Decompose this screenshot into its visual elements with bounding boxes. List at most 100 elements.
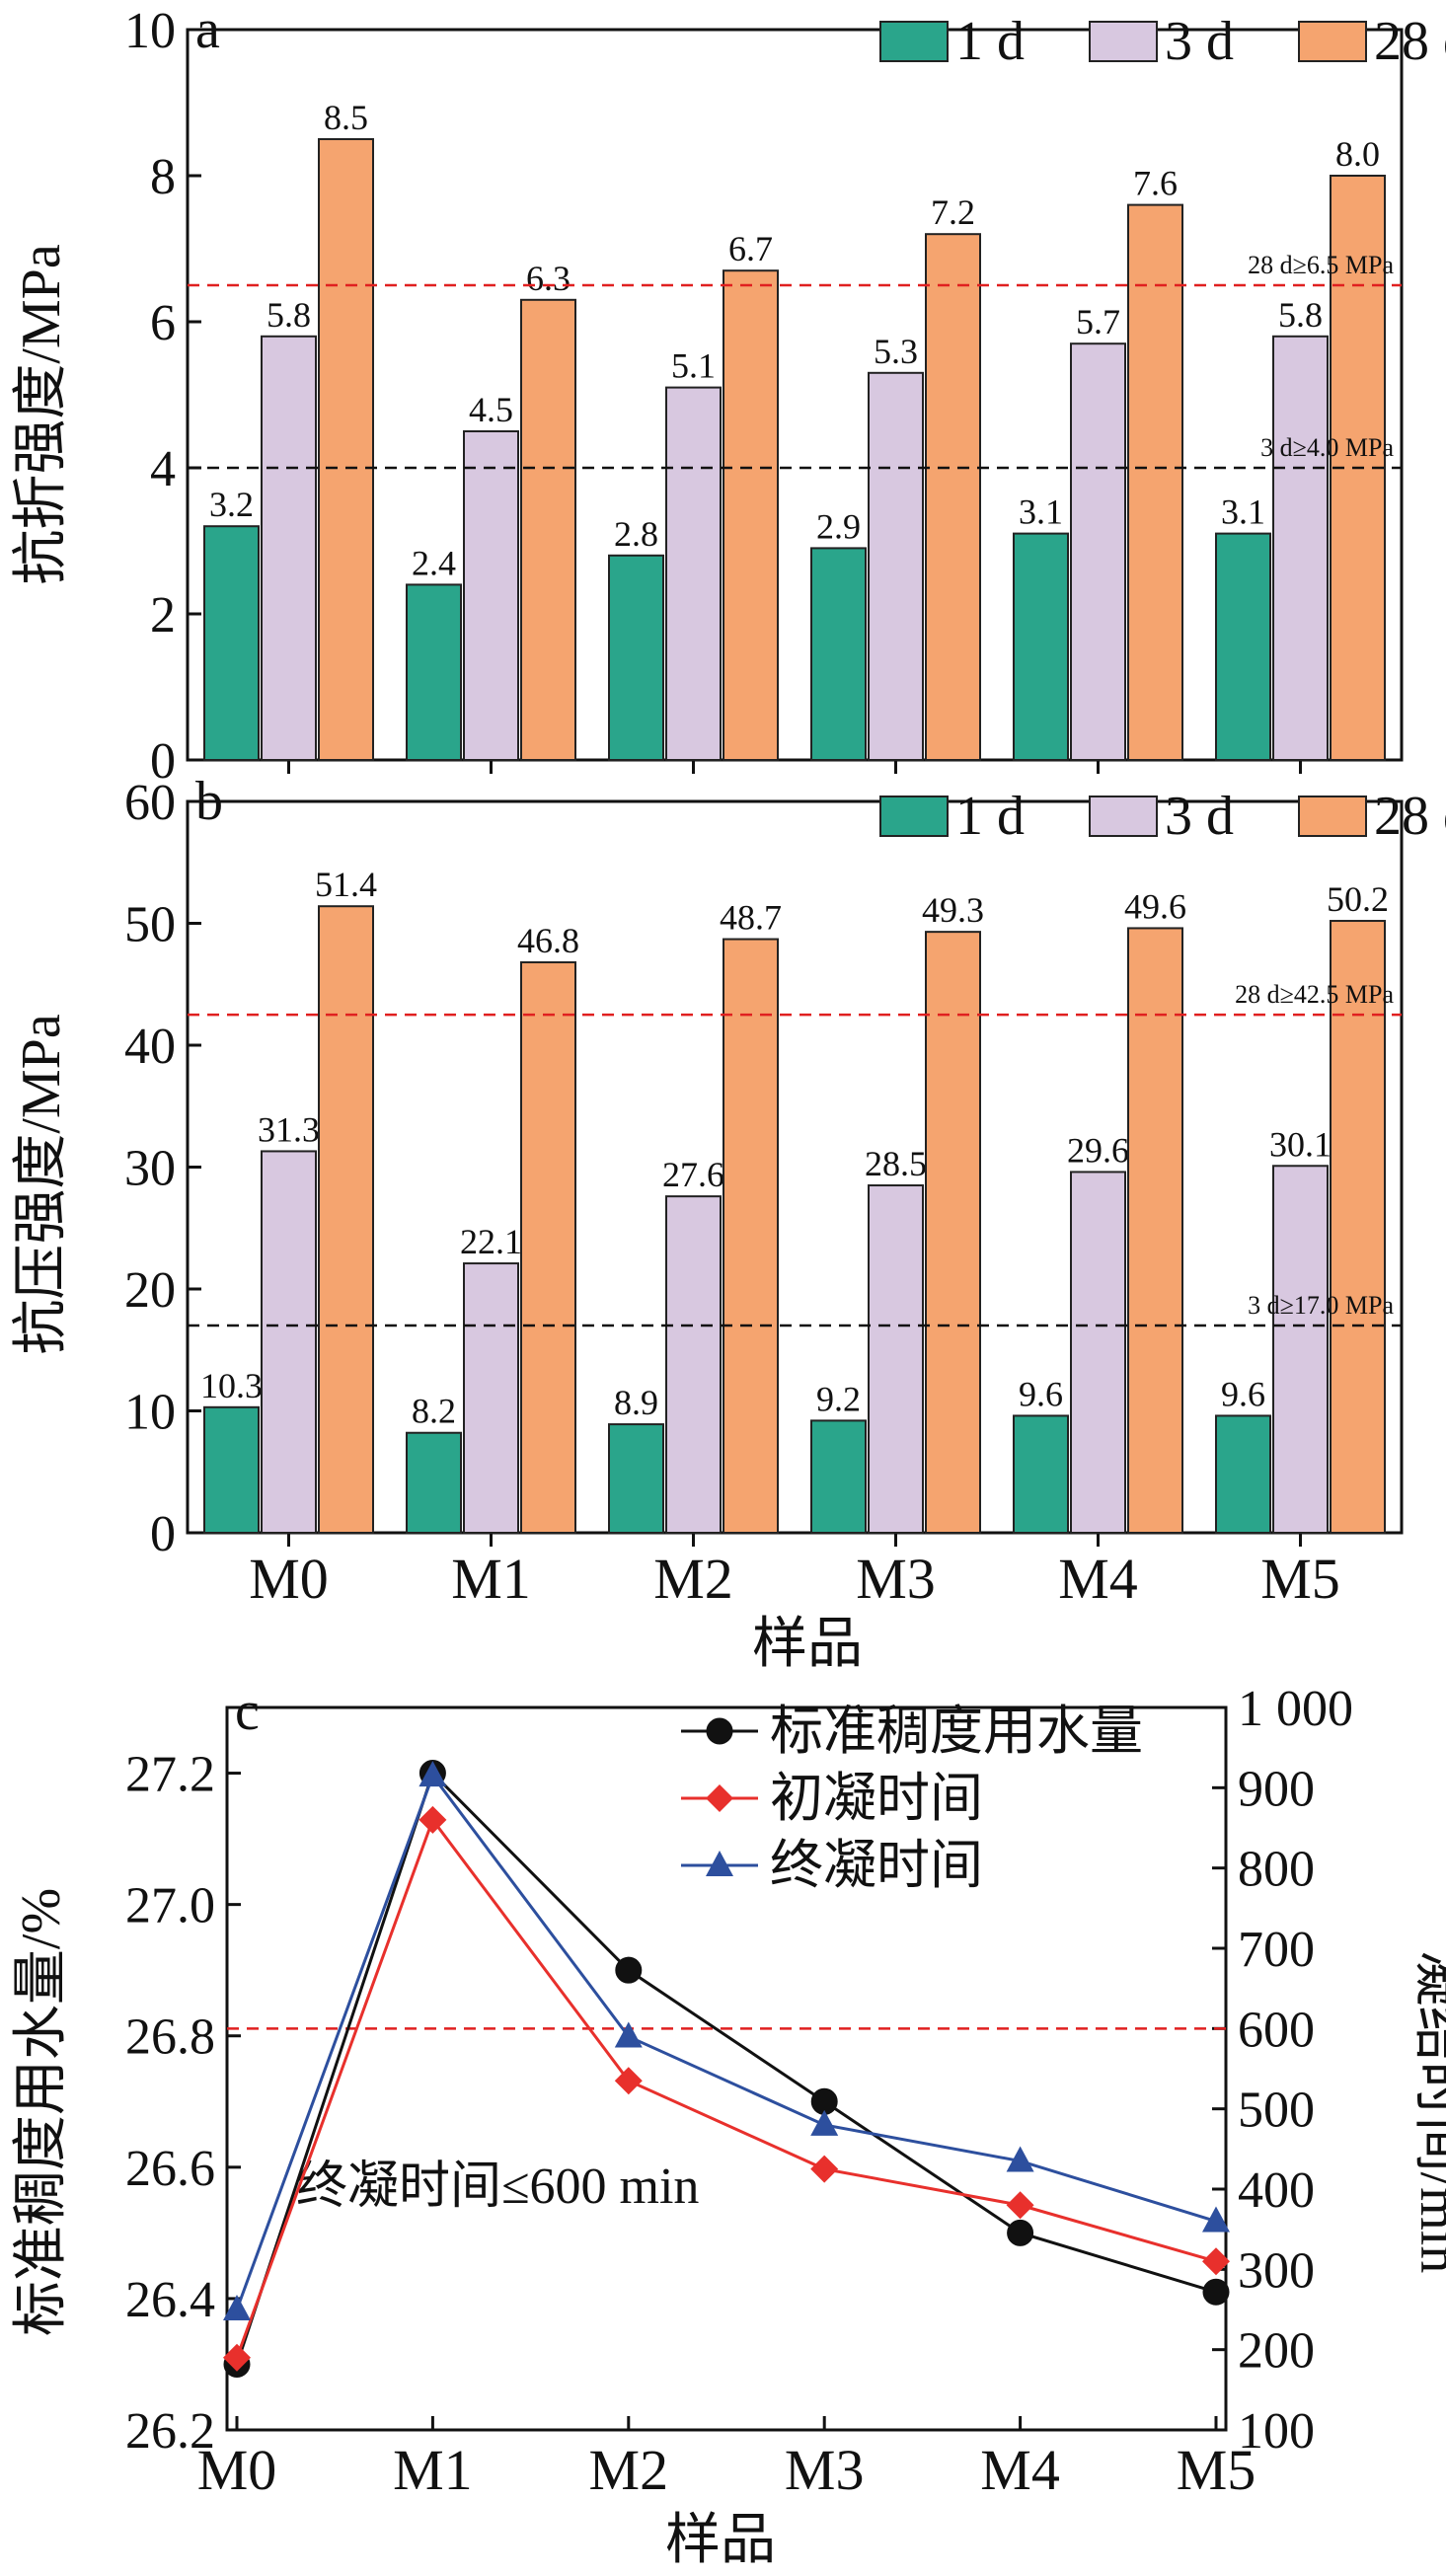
bar-28d-m5 [1330, 920, 1386, 1534]
bar-28d-m1 [520, 298, 576, 761]
point-diamond-m1 [419, 1805, 447, 1834]
panel-b: b 抗压强度/MPa 样品 0102030405060M010.331.351.… [11, 771, 1446, 1675]
x-tick-label-m2: M2 [653, 1547, 733, 1611]
data-label: 51.4 [315, 865, 377, 904]
y-tick-label-left: 26.4 [125, 2272, 215, 2328]
point-triangle-m4 [1006, 2146, 1034, 2172]
data-label: 2.4 [412, 543, 456, 582]
data-label: 3.1 [1019, 492, 1063, 532]
bar-3d-m4 [1070, 1171, 1126, 1534]
bar-28d-m1 [520, 961, 576, 1534]
x-tick-label-m3: M3 [785, 2438, 865, 2502]
bar-3d-m0 [261, 335, 317, 761]
point-diamond-m2 [614, 2067, 643, 2095]
y-tick-label: 8 [150, 149, 176, 205]
data-label: 29.6 [1067, 1130, 1129, 1170]
data-label: 5.8 [266, 295, 311, 335]
y-tick-label-left: 26.6 [125, 2141, 215, 2197]
legend-swatch-1d [879, 21, 949, 62]
data-label: 9.2 [816, 1379, 861, 1418]
x-tick-label-m3: M3 [856, 1547, 936, 1611]
point-diamond-m5 [1202, 2247, 1230, 2276]
legend-label-3d: 3 d [1165, 11, 1234, 72]
legend-label-28d: 28 d [1374, 786, 1446, 847]
panel-c-ylabel-left: 标准稠度用水量/% [11, 1888, 72, 2336]
data-label: 5.1 [671, 346, 716, 386]
y-tick-label-right: 600 [1238, 2002, 1315, 2058]
legend-label-1d: 1 d [955, 11, 1025, 72]
point-circle-m5 [1202, 2278, 1230, 2306]
y-tick-label-right: 800 [1238, 1842, 1315, 1898]
data-label: 9.6 [1221, 1374, 1265, 1413]
legend-label-triangle: 终凝时间 [770, 1836, 983, 1895]
reference-line-label: 28 d≥42.5 MPa [1235, 980, 1394, 1009]
x-tick-label-m0: M0 [197, 2438, 277, 2502]
data-label: 28.5 [865, 1144, 927, 1183]
bar-3d-m5 [1272, 335, 1329, 761]
x-tick-label-m2: M2 [589, 2438, 669, 2502]
legend-label-diamond: 初凝时间 [770, 1769, 983, 1828]
point-diamond-m4 [1006, 2191, 1034, 2220]
data-label: 2.9 [816, 506, 861, 546]
series-line-circle [235, 1770, 1217, 2365]
bar-28d-m2 [723, 269, 779, 761]
y-tick-label: 30 [124, 1141, 176, 1197]
legend-label-3d: 3 d [1165, 786, 1234, 847]
panel-a: a 抗折强度/MPa 02468103.25.88.52.44.56.32.85… [11, 0, 1446, 790]
bar-1d-m2 [608, 554, 664, 761]
legend-swatch-28d [1298, 796, 1367, 837]
data-label: 5.7 [1076, 302, 1120, 341]
y-tick-label-left: 27.2 [125, 1747, 215, 1803]
bar-3d-m2 [665, 1195, 722, 1534]
series-line-triangle [235, 1773, 1217, 2311]
point-diamond-m3 [810, 2155, 839, 2183]
bar-1d-m0 [203, 1405, 260, 1535]
data-label: 9.6 [1019, 1374, 1063, 1413]
bar-3d-m3 [868, 371, 924, 761]
x-tick-label-m4: M4 [980, 2438, 1060, 2502]
bar-3d-m0 [261, 1150, 317, 1534]
panel-b-ylabel: 抗压强度/MPa [11, 1014, 72, 1354]
panel-c: c 标准稠度用水量/% 凝结时间/min 样品 终凝时间≤600 min 26.… [11, 1681, 1446, 2571]
panel-c-xlabel: 样品 [665, 2510, 776, 2571]
data-label: 10.3 [200, 1366, 263, 1405]
y-tick-label-right: 900 [1238, 1761, 1315, 1817]
y-tick-label: 6 [150, 295, 176, 351]
x-tick-label-m5: M5 [1260, 1547, 1340, 1611]
data-label: 27.6 [662, 1155, 724, 1194]
y-tick-label: 40 [124, 1019, 176, 1075]
point-circle-m4 [1007, 2219, 1034, 2246]
panel-a-ylabel: 抗折强度/MPa [11, 244, 72, 584]
bar-3d-m2 [665, 386, 722, 761]
data-label: 8.2 [412, 1392, 456, 1431]
legend-swatch-1d [879, 796, 949, 837]
y-tick-label-right: 500 [1238, 2083, 1315, 2139]
bar-1d-m5 [1215, 532, 1271, 761]
y-tick-label-right: 400 [1238, 2162, 1315, 2219]
y-tick-label: 60 [124, 775, 176, 831]
data-label: 3.2 [209, 485, 254, 524]
bar-28d-m3 [925, 931, 981, 1534]
bar-3d-m4 [1070, 342, 1126, 761]
point-circle-m2 [615, 1956, 643, 1984]
bar-1d-m2 [608, 1423, 664, 1534]
data-label: 22.1 [460, 1222, 522, 1261]
panel-c-ylabel-right: 凝结时间/min [1408, 1951, 1446, 2274]
y-tick-label-left: 27.0 [125, 1878, 215, 1934]
y-tick-label-left: 26.2 [125, 2403, 215, 2460]
legend-label-circle: 标准稠度用水量 [770, 1702, 1143, 1761]
y-tick-label: 0 [150, 1506, 176, 1562]
y-tick-label: 10 [124, 3, 176, 59]
y-tick-label-right: 1 000 [1238, 1681, 1353, 1737]
data-label: 7.2 [931, 192, 975, 232]
legend-marker-circle [706, 1717, 733, 1745]
data-label: 31.3 [258, 1109, 320, 1149]
data-label: 49.6 [1124, 886, 1186, 926]
y-tick-label-left: 26.8 [125, 2009, 215, 2066]
data-label: 7.6 [1133, 164, 1178, 203]
legend-marker-triangle [706, 1851, 733, 1876]
y-tick-label: 10 [124, 1385, 176, 1441]
legend-marker-diamond [706, 1784, 733, 1812]
y-tick-label: 2 [150, 587, 176, 644]
